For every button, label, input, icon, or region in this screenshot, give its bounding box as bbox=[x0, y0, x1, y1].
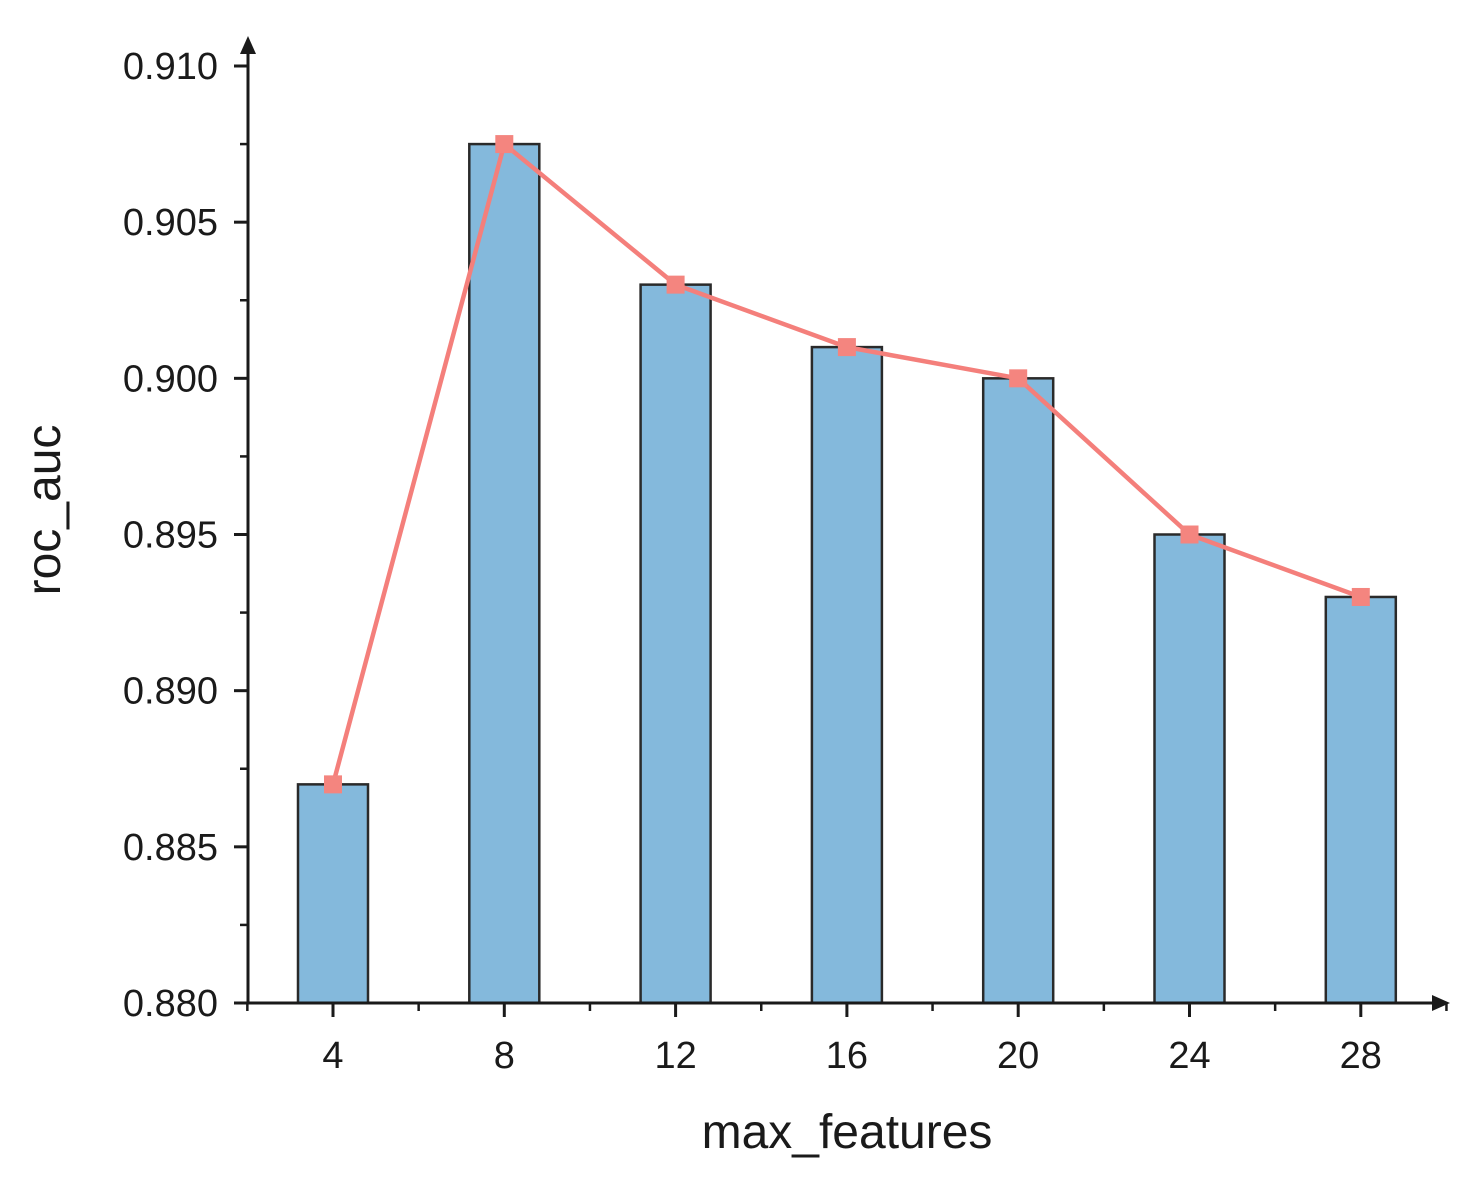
x-axis-title: max_features bbox=[702, 1106, 993, 1159]
y-tick-label: 0.910 bbox=[123, 46, 218, 88]
line-marker-24 bbox=[1180, 525, 1199, 544]
y-tick-label: 0.885 bbox=[123, 827, 218, 869]
x-tick-label: 12 bbox=[654, 1035, 696, 1077]
bar-12 bbox=[639, 283, 712, 1005]
line-marker-16 bbox=[837, 338, 856, 357]
bar-4 bbox=[296, 783, 370, 1005]
x-tick-label: 16 bbox=[826, 1035, 868, 1077]
x-tick-label: 8 bbox=[494, 1035, 515, 1077]
axes-group bbox=[234, 36, 1450, 1017]
line-marker-28 bbox=[1351, 587, 1370, 606]
x-tick-label: 28 bbox=[1340, 1035, 1382, 1077]
line-marker-12 bbox=[666, 275, 685, 294]
line-marker-4 bbox=[324, 775, 342, 794]
y-axis-title: roc_auc bbox=[18, 425, 71, 596]
y-tick-label: 0.895 bbox=[123, 515, 218, 557]
bar-24 bbox=[1153, 533, 1226, 1005]
bar-28 bbox=[1324, 595, 1398, 1005]
y-tick-label: 0.900 bbox=[123, 358, 218, 400]
labels-group: max_features roc_auc 0.880 0.885 0.890 0.89… bbox=[18, 46, 1382, 1159]
line-marker-20 bbox=[1009, 369, 1028, 388]
bars-group bbox=[296, 142, 1398, 1005]
x-tick-label: 24 bbox=[1168, 1035, 1210, 1077]
x-tick-label: 20 bbox=[997, 1035, 1039, 1077]
bar-8 bbox=[468, 142, 541, 1005]
y-axis-arrow bbox=[240, 36, 256, 54]
y-tick-label: 0.905 bbox=[123, 202, 218, 244]
x-tick-label: 4 bbox=[322, 1035, 343, 1077]
x-axis-arrow bbox=[1432, 995, 1450, 1011]
line-marker-8 bbox=[495, 135, 514, 154]
line-series-group bbox=[324, 135, 1370, 794]
y-tick-label: 0.880 bbox=[123, 983, 218, 1025]
y-tick-label: 0.890 bbox=[123, 671, 218, 713]
bar-16 bbox=[810, 345, 884, 1005]
bar-20 bbox=[981, 377, 1055, 1005]
